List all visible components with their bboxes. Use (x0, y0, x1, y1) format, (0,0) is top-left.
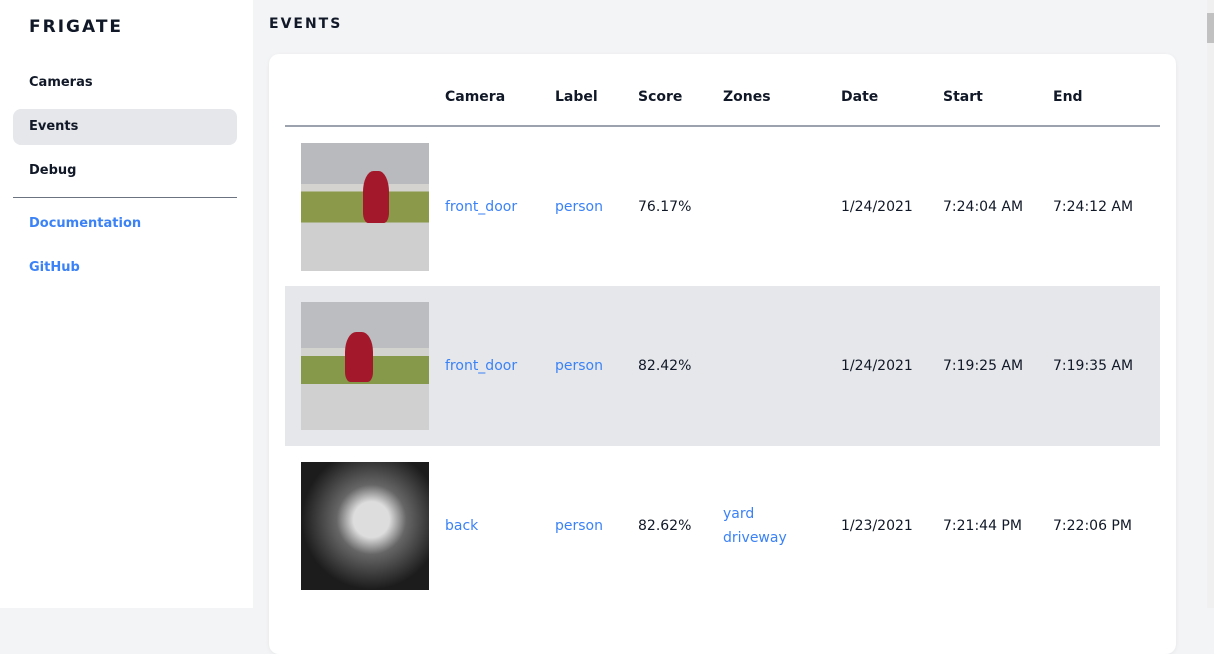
header-end: End (1053, 54, 1160, 127)
sidebar: FRIGATE Cameras Events Debug Documentati… (0, 0, 253, 608)
end-time: 7:19:35 AM (1053, 286, 1160, 446)
sidebar-item-debug[interactable]: Debug (29, 163, 77, 178)
github-link[interactable]: GitHub (29, 260, 80, 275)
date: 1/24/2021 (841, 198, 913, 215)
event-thumbnail[interactable] (301, 302, 429, 430)
zones: yard driveway (723, 446, 841, 606)
event-thumbnail[interactable] (301, 462, 429, 590)
end-time: 7:24:12 AM (1053, 198, 1134, 215)
header-camera: Camera (445, 54, 555, 127)
end-time: 7:22:06 PM (1053, 518, 1132, 534)
scrollbar[interactable] (1207, 0, 1214, 608)
zone-link[interactable]: yard (723, 506, 755, 522)
header-date: Date (841, 54, 943, 127)
start-time: 7:21:44 PM (943, 518, 1022, 534)
events-table: Camera Label Score Zones Date Start End … (285, 54, 1160, 606)
page-title: EVENTS (269, 16, 343, 32)
zones (723, 286, 841, 446)
header-thumbnail (285, 54, 445, 127)
label-link[interactable]: person (555, 198, 603, 215)
header-start: Start (943, 54, 1053, 127)
camera-link[interactable]: back (445, 518, 479, 534)
brand-logo: FRIGATE (29, 17, 124, 37)
documentation-link[interactable]: Documentation (29, 216, 142, 231)
zone-link[interactable]: driveway (723, 530, 787, 546)
main-content: EVENTS Camera Label Score Zones Date Sta… (253, 0, 1207, 654)
header-label: Label (555, 54, 638, 127)
sidebar-item-events[interactable]: Events (13, 109, 237, 145)
event-thumbnail[interactable] (301, 142, 429, 271)
events-card: Camera Label Score Zones Date Start End … (269, 54, 1176, 654)
sidebar-item-cameras[interactable]: Cameras (29, 75, 93, 90)
table-row[interactable]: front_door person 82.42% 1/24/2021 7:19:… (285, 286, 1160, 446)
table-row[interactable]: front_door person 76.17% 1/24/2021 7:24:… (285, 126, 1160, 286)
header-zones: Zones (723, 54, 841, 127)
date: 1/23/2021 (841, 518, 913, 534)
camera-link[interactable]: front_door (445, 286, 555, 446)
sidebar-divider (13, 197, 237, 198)
score: 82.62% (638, 518, 692, 534)
start-time: 7:19:25 AM (943, 286, 1053, 446)
label-link[interactable]: person (555, 518, 603, 534)
header-score: Score (638, 54, 723, 127)
score: 82.42% (638, 286, 723, 446)
label-link[interactable]: person (555, 286, 638, 446)
scrollbar-thumb[interactable] (1207, 13, 1214, 43)
date: 1/24/2021 (841, 286, 943, 446)
table-row[interactable]: back person 82.62% yard driveway 1/23/202… (285, 446, 1160, 606)
start-time: 7:24:04 AM (943, 198, 1024, 215)
zones (723, 126, 841, 286)
camera-link[interactable]: front_door (445, 198, 518, 215)
table-header: Camera Label Score Zones Date Start End (285, 54, 1160, 127)
score: 76.17% (638, 198, 692, 215)
